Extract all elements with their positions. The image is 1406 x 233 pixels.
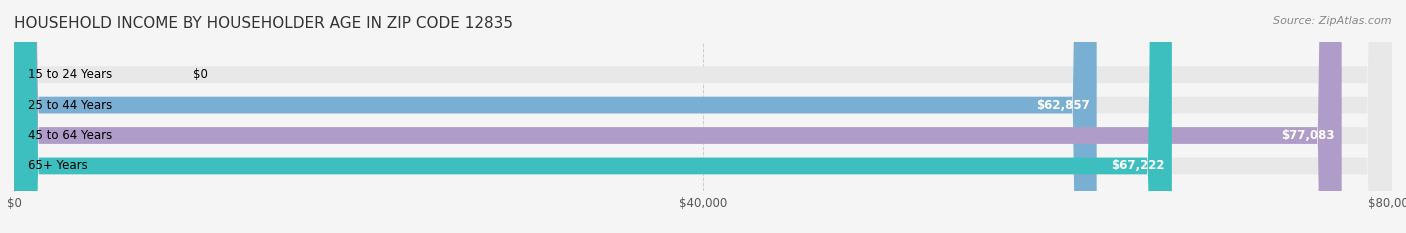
Text: 45 to 64 Years: 45 to 64 Years xyxy=(28,129,112,142)
Text: 25 to 44 Years: 25 to 44 Years xyxy=(28,99,112,112)
FancyBboxPatch shape xyxy=(14,0,1392,233)
Text: $0: $0 xyxy=(193,68,208,81)
Text: $67,222: $67,222 xyxy=(1112,159,1166,172)
Text: 15 to 24 Years: 15 to 24 Years xyxy=(28,68,112,81)
FancyBboxPatch shape xyxy=(14,0,1171,233)
Text: Source: ZipAtlas.com: Source: ZipAtlas.com xyxy=(1274,16,1392,26)
FancyBboxPatch shape xyxy=(14,0,1392,233)
FancyBboxPatch shape xyxy=(14,0,1097,233)
Text: $77,083: $77,083 xyxy=(1281,129,1334,142)
FancyBboxPatch shape xyxy=(14,0,1392,233)
FancyBboxPatch shape xyxy=(14,0,1341,233)
Text: $62,857: $62,857 xyxy=(1036,99,1090,112)
Text: HOUSEHOLD INCOME BY HOUSEHOLDER AGE IN ZIP CODE 12835: HOUSEHOLD INCOME BY HOUSEHOLDER AGE IN Z… xyxy=(14,16,513,31)
FancyBboxPatch shape xyxy=(14,0,1392,233)
Text: 65+ Years: 65+ Years xyxy=(28,159,87,172)
